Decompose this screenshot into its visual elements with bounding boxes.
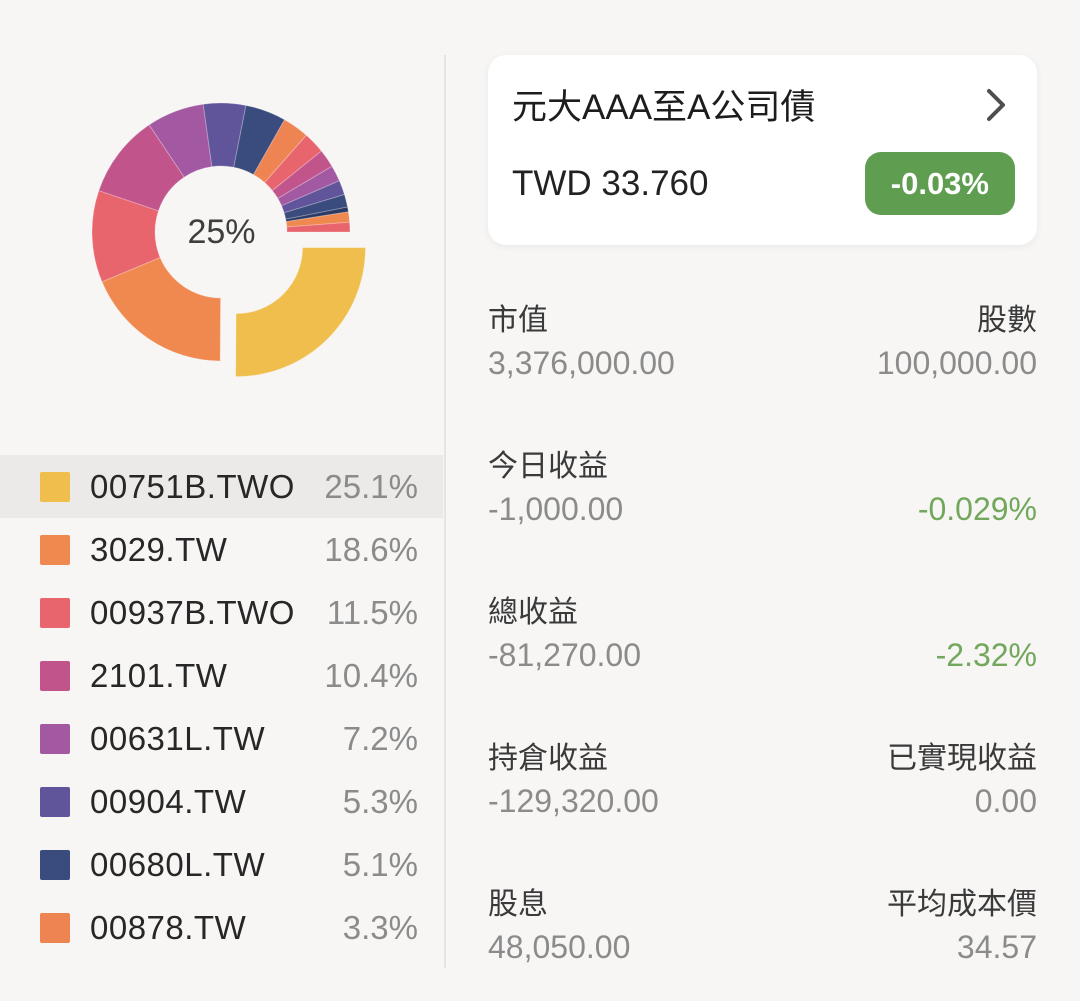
stat-label: 市值 [488, 304, 548, 337]
chevron-right-icon[interactable] [985, 87, 1007, 123]
legend-percent: 25.1% [324, 467, 418, 505]
holding-name: 元大AAA至A公司債 [512, 88, 816, 127]
stat-value: -1,000.00 [488, 491, 624, 527]
legend-item[interactable]: 00751B.TWO 25.1% [0, 455, 443, 518]
holding-card[interactable]: 元大AAA至A公司債 TWD 33.760 -0.03% [488, 55, 1037, 245]
legend-ticker-label: 00937B.TWO [90, 593, 295, 631]
stat-value: 48,050.00 [488, 929, 631, 965]
allocation-donut-chart[interactable]: 25% [0, 0, 443, 452]
stat-value: 34.57 [956, 929, 1037, 965]
legend-ticker-label: 00751B.TWO [90, 467, 295, 505]
legend-percent: 5.1% [342, 845, 418, 883]
stat-value: -2.32% [935, 637, 1037, 673]
legend-color-swatch [40, 534, 70, 565]
stat-value: -129,320.00 [488, 783, 659, 819]
stat-label: 平均成本價 [887, 888, 1037, 921]
legend-percent: 10.4% [324, 656, 418, 694]
legend-ticker-label: 00904.TW [90, 782, 247, 820]
stat-section: 總收益 -81,270.00 -2.32% [488, 587, 1037, 687]
legend-item[interactable]: 00631L.TW 7.2% [0, 707, 443, 770]
donut-slice[interactable] [202, 102, 247, 168]
stat-value: 100,000.00 [876, 345, 1037, 381]
legend-ticker-label: 3029.TW [90, 530, 228, 568]
stat-section: 持倉收益 已實現收益 -129,320.00 0.00 [488, 733, 1037, 833]
legend-percent: 5.3% [342, 782, 418, 820]
stat-label: 今日收益 [488, 450, 608, 483]
stat-label: 已實現收益 [887, 742, 1037, 775]
legend-item[interactable]: 00904.TW 5.3% [0, 770, 443, 833]
legend-color-swatch [40, 912, 70, 943]
stat-value: -81,270.00 [488, 637, 642, 673]
holding-detail-panel: 元大AAA至A公司債 TWD 33.760 -0.03% 市值 股數 3,376,0… [446, 0, 1080, 1001]
allocation-legend: 00751B.TWO 25.1% 3029.TW 18.6% 00937B.TWO 11.… [0, 455, 443, 959]
stat-section: 今日收益 -1,000.00 -0.029% [488, 441, 1037, 541]
stat-section: 市值 股數 3,376,000.00 100,000.00 [488, 295, 1037, 395]
stat-value: 0.00 [974, 783, 1037, 819]
legend-color-swatch [40, 597, 70, 628]
donut-chart-svg[interactable] [0, 0, 443, 452]
stat-value: 3,376,000.00 [488, 345, 675, 381]
legend-item[interactable]: 00937B.TWO 11.5% [0, 581, 443, 644]
legend-ticker-label: 00631L.TW [90, 719, 266, 757]
legend-percent: 7.2% [342, 719, 418, 757]
legend-ticker-label: 00680L.TW [90, 845, 266, 883]
stat-section: 股息 平均成本價 48,050.00 34.57 [488, 879, 1037, 979]
stats-list: 市值 股數 3,376,000.00 100,000.00 今日收益 -1,000.00 -… [488, 295, 1037, 979]
holding-card-title-row: 元大AAA至A公司債 [512, 79, 1015, 130]
legend-percent: 18.6% [324, 530, 418, 568]
stat-label: 總收益 [488, 596, 578, 629]
stat-label: 股息 [488, 888, 548, 921]
holding-price: TWD 33.760 [512, 163, 709, 203]
legend-percent: 11.5% [326, 593, 418, 631]
legend-ticker-label: 2101.TW [90, 656, 228, 694]
legend-color-swatch [40, 660, 70, 691]
legend-item[interactable]: 00680L.TW 5.1% [0, 833, 443, 896]
legend-color-swatch [40, 723, 70, 754]
donut-center-label: 25% [187, 213, 256, 251]
donut-slice[interactable] [235, 247, 367, 378]
stat-label: 持倉收益 [488, 742, 608, 775]
allocation-panel: 25% 00751B.TWO 25.1% 3029.TW 18.6% 00937B.TW… [0, 0, 443, 1001]
stat-label: 股數 [977, 304, 1037, 337]
legend-item[interactable]: 2101.TW 10.4% [0, 644, 443, 707]
stat-value: -0.029% [917, 491, 1037, 527]
legend-color-swatch [40, 471, 70, 502]
donut-slice[interactable] [101, 256, 222, 362]
change-percent-badge: -0.03% [864, 152, 1015, 215]
legend-percent: 3.3% [342, 908, 418, 946]
legend-color-swatch [40, 849, 70, 880]
donut-slice[interactable] [286, 221, 351, 233]
legend-item[interactable]: 3029.TW 18.6% [0, 518, 443, 581]
legend-ticker-label: 00878.TW [90, 908, 247, 946]
legend-color-swatch [40, 786, 70, 817]
panel-divider [444, 55, 446, 968]
holding-card-price-row: TWD 33.760 -0.03% [512, 152, 1015, 215]
legend-item[interactable]: 00878.TW 3.3% [0, 896, 443, 959]
